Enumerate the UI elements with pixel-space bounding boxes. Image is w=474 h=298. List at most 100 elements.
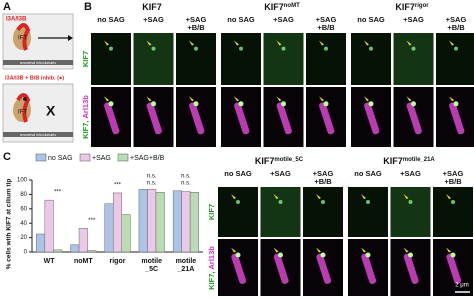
legend-label: +SAG bbox=[92, 155, 111, 162]
y-axis-label: % cells with KIF7 at cilium tip bbox=[6, 179, 13, 270]
micrograph bbox=[218, 187, 258, 237]
x-tick-label: motile _5C bbox=[141, 258, 162, 273]
cilium bbox=[273, 253, 289, 284]
group-title: KIF7 bbox=[142, 2, 162, 12]
panel-label: A bbox=[3, 1, 11, 13]
row-label: KIF7, Arl13b bbox=[81, 95, 90, 139]
tip-signal bbox=[278, 252, 283, 258]
tip-signal bbox=[151, 101, 156, 107]
micrograph bbox=[221, 87, 261, 147]
column-label: no SAG bbox=[227, 15, 255, 24]
signal bbox=[411, 46, 416, 51]
arrowhead bbox=[361, 194, 366, 199]
bar bbox=[53, 249, 63, 253]
arrowhead bbox=[406, 96, 412, 102]
micrograph-bg bbox=[221, 33, 261, 85]
signal bbox=[109, 46, 113, 51]
signal bbox=[451, 200, 455, 204]
arrowhead bbox=[446, 194, 451, 199]
label: IFT bbox=[18, 36, 27, 42]
micrograph-bg bbox=[393, 33, 434, 85]
column-label: +SAG bbox=[143, 15, 164, 24]
row-label-part: KIF7 bbox=[81, 51, 90, 67]
annotation: *** bbox=[114, 183, 122, 189]
annotation: n.s. bbox=[181, 181, 191, 187]
cilium bbox=[361, 253, 377, 284]
micrograph bbox=[303, 239, 343, 296]
cilium bbox=[146, 102, 162, 135]
label: axonemal microtubules bbox=[20, 133, 56, 137]
arrowhead bbox=[364, 40, 369, 46]
y-tick-label: 0 bbox=[24, 250, 28, 256]
arrowhead bbox=[146, 40, 152, 46]
arrowhead bbox=[403, 194, 409, 199]
micrograph bbox=[393, 87, 434, 147]
bar bbox=[78, 227, 88, 253]
micrograph bbox=[348, 239, 388, 296]
arrowhead bbox=[449, 40, 454, 46]
micrograph bbox=[348, 187, 388, 237]
micrograph bbox=[433, 187, 473, 237]
x-tick-label: motile _21A bbox=[176, 258, 197, 273]
arrowhead bbox=[364, 96, 369, 102]
group-name: KIF7 bbox=[395, 2, 415, 12]
tip-signal bbox=[408, 252, 413, 258]
bar bbox=[155, 191, 165, 253]
column-label: +SAG bbox=[270, 169, 291, 178]
signal bbox=[194, 46, 198, 51]
group-superscript: motile_5C bbox=[274, 157, 303, 163]
tip-signal bbox=[365, 252, 371, 258]
arrowhead bbox=[316, 247, 321, 253]
arrowhead bbox=[449, 96, 454, 102]
micrograph bbox=[133, 87, 174, 147]
tip-signal bbox=[450, 252, 456, 258]
signal bbox=[408, 200, 413, 204]
label: X bbox=[46, 103, 56, 119]
column-label: +B/B bbox=[317, 23, 335, 32]
annotation: n.s. bbox=[181, 174, 191, 180]
tip-signal bbox=[323, 101, 329, 107]
bar bbox=[181, 191, 191, 253]
row-label: KIF7 bbox=[207, 204, 216, 220]
signal bbox=[321, 200, 325, 204]
micrograph bbox=[176, 33, 216, 85]
group-title: KIF7noMT bbox=[264, 2, 300, 12]
arrowhead bbox=[234, 96, 239, 102]
micrograph-bg bbox=[436, 33, 474, 85]
cilium bbox=[231, 253, 247, 284]
x-tick-label: noMT bbox=[74, 258, 93, 265]
bar bbox=[70, 244, 80, 253]
bar bbox=[113, 192, 122, 253]
micrograph-bg bbox=[218, 187, 258, 237]
micrograph bbox=[263, 33, 304, 85]
label: I3A/I3B bbox=[6, 17, 27, 23]
micrograph bbox=[390, 239, 431, 296]
micrograph bbox=[133, 33, 174, 85]
bar bbox=[36, 233, 46, 253]
cilium bbox=[403, 253, 419, 284]
micrograph bbox=[91, 33, 131, 85]
arrowhead bbox=[189, 96, 194, 102]
row-label-part: KIF7, bbox=[207, 272, 216, 290]
micrograph bbox=[91, 87, 131, 147]
row-label-part: KIF7 bbox=[207, 204, 216, 220]
micrograph bbox=[303, 187, 343, 237]
column-label: +SAG bbox=[403, 15, 424, 24]
bar bbox=[147, 189, 157, 253]
group-name: KIF7 bbox=[142, 2, 162, 12]
cilium bbox=[449, 102, 465, 135]
bar bbox=[121, 214, 131, 253]
legend-swatch bbox=[35, 153, 47, 162]
annotation: *** bbox=[88, 218, 96, 224]
micrograph bbox=[221, 33, 261, 85]
arrowhead bbox=[189, 40, 194, 46]
micrograph bbox=[263, 87, 304, 147]
x-tick-label: rigor bbox=[110, 258, 126, 265]
annotation: n.s. bbox=[147, 174, 157, 180]
label: IFT bbox=[18, 110, 27, 116]
column-label: +SAG bbox=[273, 15, 294, 24]
micrograph bbox=[306, 33, 346, 85]
tip-signal bbox=[193, 101, 199, 107]
bar bbox=[138, 189, 148, 253]
